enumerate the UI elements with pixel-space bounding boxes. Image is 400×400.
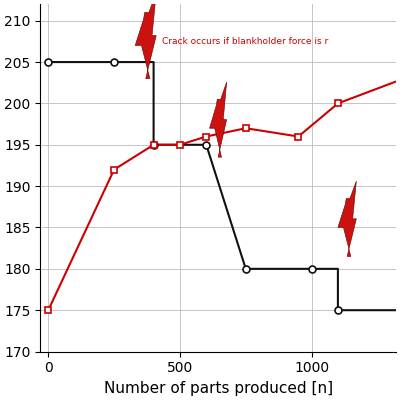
Polygon shape — [338, 181, 356, 256]
Polygon shape — [210, 82, 227, 157]
X-axis label: Number of parts produced [n]: Number of parts produced [n] — [104, 381, 333, 396]
Text: Crack occurs if blankholder force is r: Crack occurs if blankholder force is r — [162, 37, 328, 46]
Polygon shape — [135, 0, 156, 79]
